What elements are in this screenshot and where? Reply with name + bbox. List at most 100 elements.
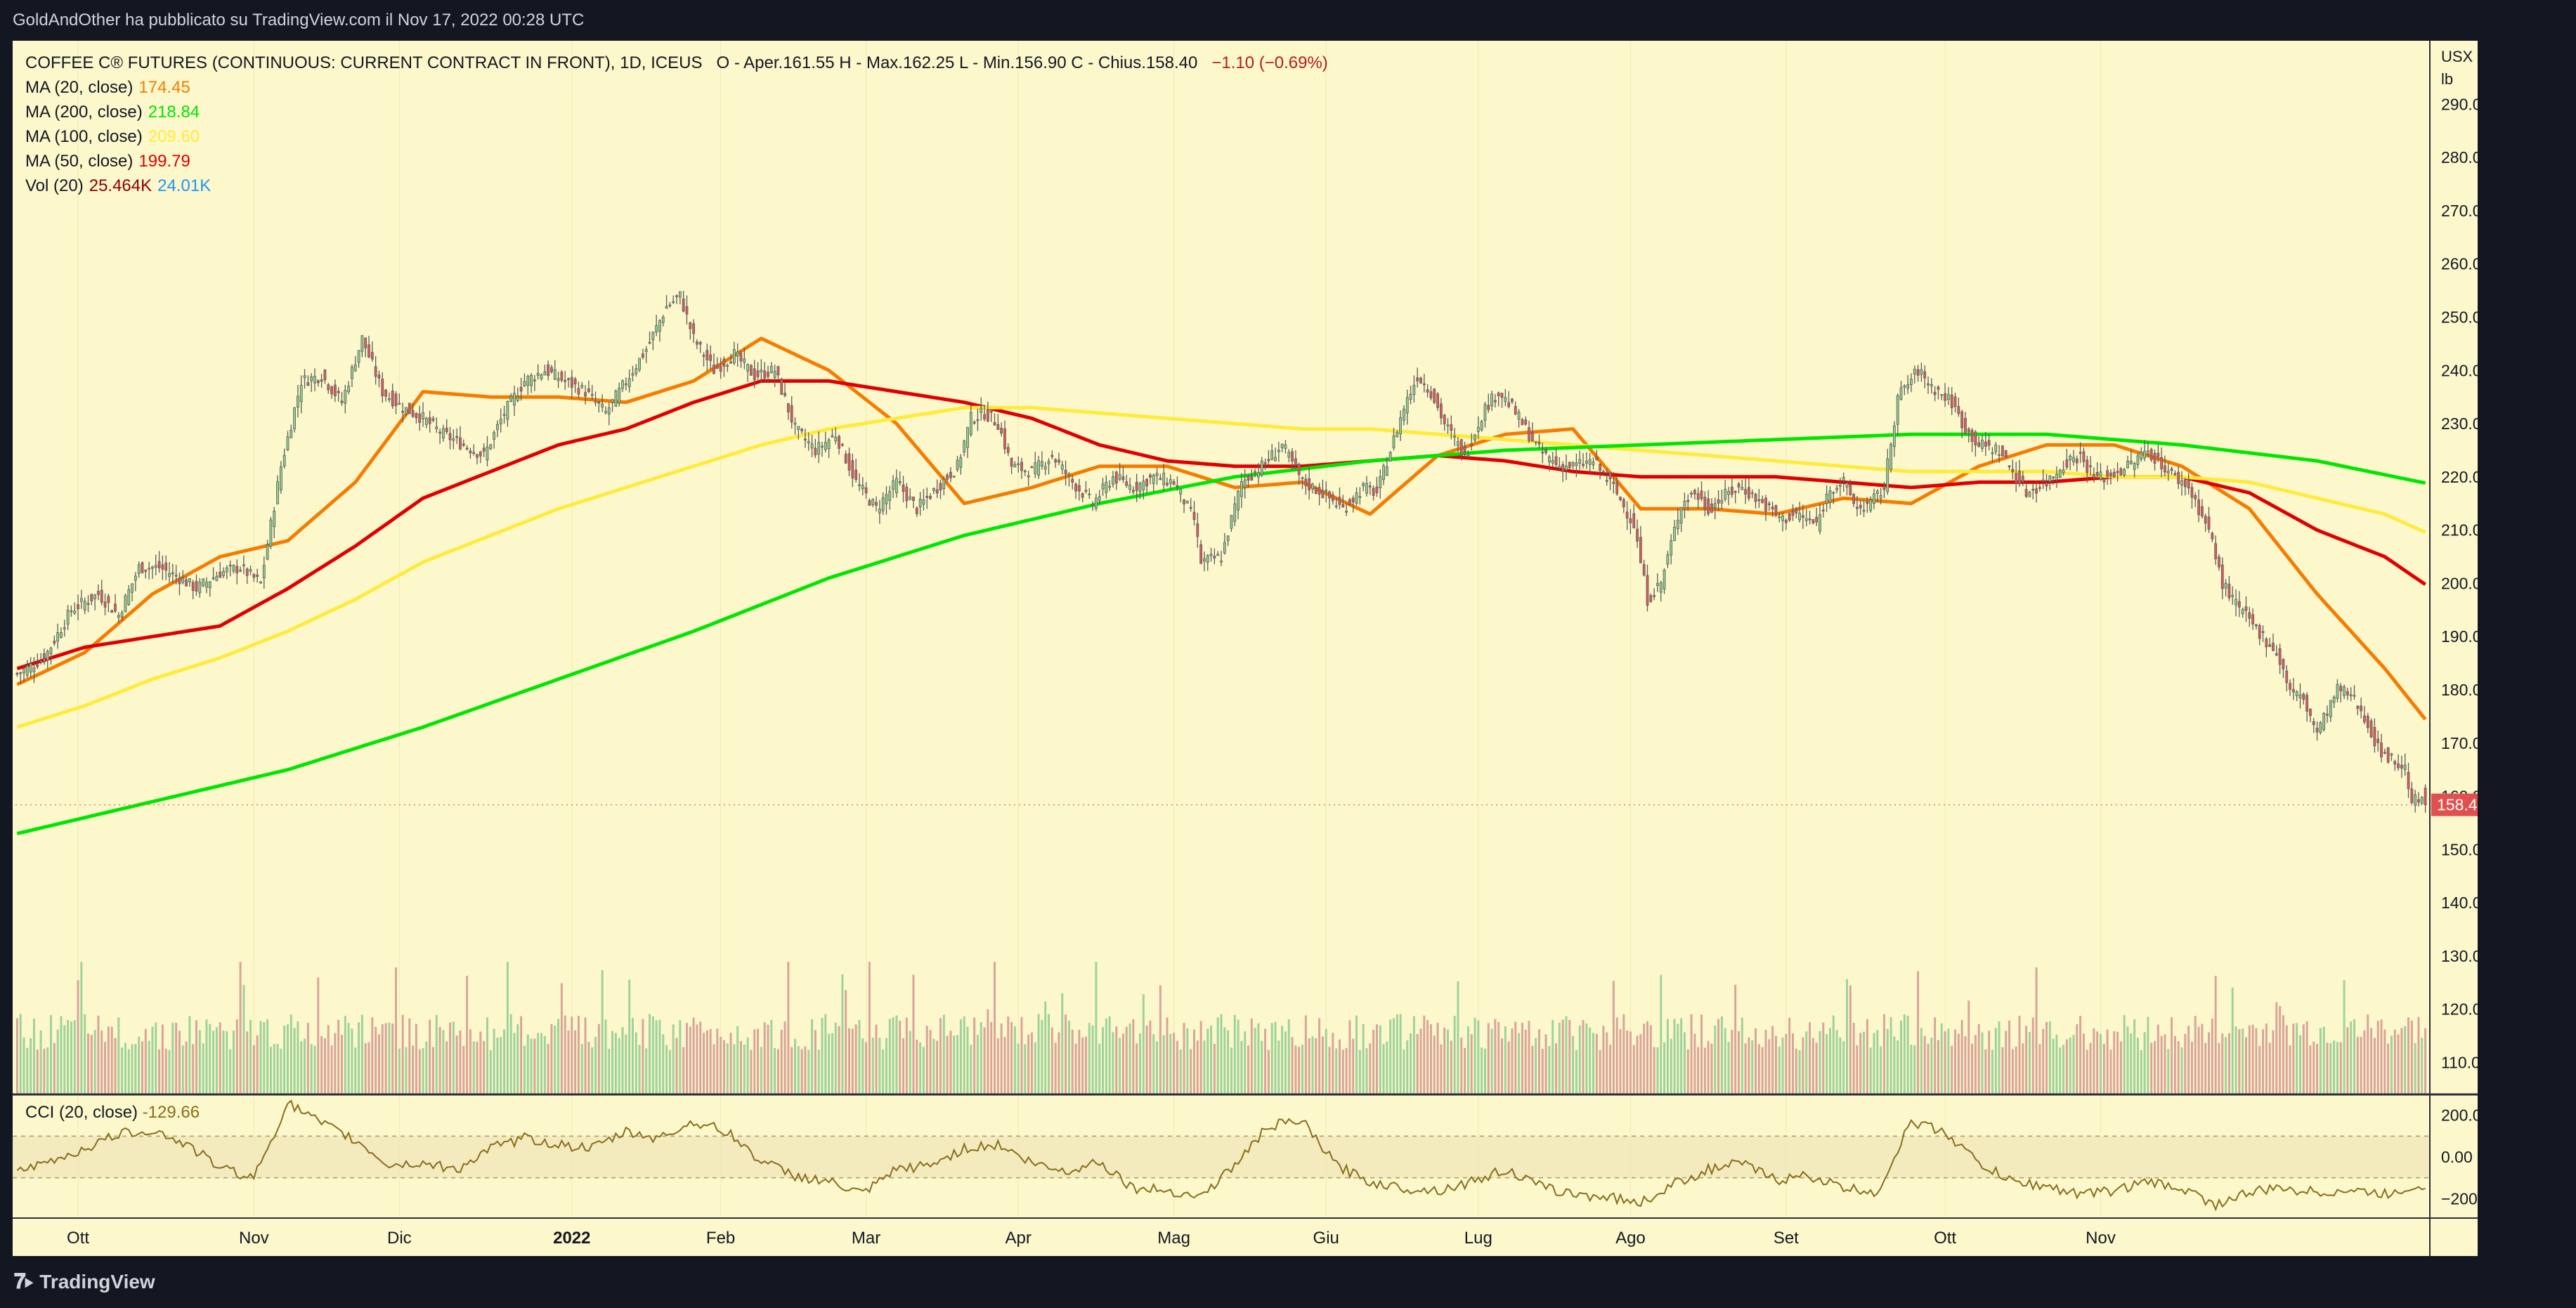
candle-body [1636,528,1639,542]
cci-legend[interactable]: CCI (20, close) -129.66 [25,1103,200,1123]
candle-body [1084,490,1088,492]
volume-bar [2326,1042,2329,1094]
volume-bar [1700,1014,1703,1094]
volume-bar [1149,1020,1152,1094]
candle-body [1727,491,1730,495]
candle-body [807,441,810,443]
volume-bar [50,1014,53,1094]
candle-body [235,565,239,574]
candle-body [1409,393,1412,400]
volume-bar [1707,1040,1710,1094]
candle-body [2197,499,2200,516]
time-axis[interactable]: Ott Nov Dic 2022 Feb Mar Apr Mag Giu Lug Ago Set Ott… [67,1229,2116,1248]
ma50-legend[interactable]: MA (50, close) 199.79 [25,149,1328,174]
candle-body [651,332,655,341]
symbol-row[interactable]: COFFEE C® FUTURES (CONTINUOUS: CURRENT C… [25,51,1328,75]
candle-body [2038,487,2041,489]
volume-bar [205,1019,208,1094]
candle-body [181,577,185,583]
volume-bar [1240,1040,1243,1094]
ma100-legend[interactable]: MA (100, close) 209.60 [25,124,1328,149]
candle-body [1095,497,1098,509]
candle-body [2082,451,2086,462]
volume-bar [685,1023,688,1094]
volume-bar [2065,1039,2068,1094]
volume-bar [651,1016,654,1094]
volume-bar [1677,1023,1679,1094]
ma200-legend[interactable]: MA (200, close) 218.84 [25,100,1328,124]
volume-bar [1774,1035,1777,1094]
volume-bar [134,1043,137,1094]
candle-body [1838,485,1842,487]
volume-bar [1389,1019,1392,1094]
price-chart[interactable]: USXlb290.00280.00270.00260.00250.00240.0… [13,41,2500,1256]
candle-body [1720,499,1724,504]
chart-frame[interactable]: USXlb290.00280.00270.00260.00250.00240.0… [13,41,2500,1256]
volume-bar [560,983,563,1094]
candle-body [239,570,242,572]
volume-legend[interactable]: Vol (20) 25.464K 24.01K [25,174,1328,198]
candle-body [1321,490,1325,499]
volume-bar [557,1019,560,1094]
volume-bar [1091,1025,1094,1094]
price-tick-label: 140.00 [2441,894,2478,912]
publisher-text: GoldAndOther ha pubblicato su TradingVie… [13,11,585,30]
volume-bar [1298,1047,1301,1094]
candle-body [2102,478,2106,483]
volume-bar [642,1019,644,1094]
candle-body [2136,455,2140,465]
volume-bar [1007,1016,1010,1094]
candle-body [1835,488,1838,490]
candle-body [1548,457,1551,463]
volume-bar [2204,1042,2207,1094]
volume-bar [2008,1020,2011,1094]
volume-bar [953,1035,956,1094]
grid [77,41,2102,1218]
tradingview-logo[interactable]: 𝟕▸ TradingView [14,1270,155,1294]
candle-body [513,393,516,406]
volume-bar [1010,1021,1013,1094]
volume-bar [347,1023,350,1094]
ma20-legend[interactable]: MA (20, close) 174.45 [25,75,1328,100]
volume-bar [550,1023,553,1094]
volume-bar [2201,1023,2204,1094]
volume-bar [1230,1047,1232,1094]
candle-body [557,378,560,381]
candle-body [66,610,70,624]
volume-bar [2022,1043,2024,1094]
candle-body [963,440,966,453]
candle-body [1666,554,1670,565]
candle-body [1673,527,1676,542]
volume-bar [1410,1033,1412,1094]
volume-bar [1561,1019,1564,1094]
volume-bar [235,1019,238,1094]
candle-body [455,436,459,438]
volume-bar [1250,1018,1253,1094]
volume-bar [1203,1040,1206,1094]
candle-body [2363,715,2366,723]
candle-body [2194,495,2197,499]
candle-body [668,304,672,306]
volume-bar [1686,1049,1689,1094]
volume-bar [171,1022,174,1094]
volume-bar [2119,1041,2122,1094]
volume-bar [2292,1023,2295,1094]
volume-bar [1156,1041,1159,1094]
volume-bar [1822,1022,1825,1094]
candle-body [1230,515,1233,529]
candle-body [1064,469,1067,475]
candle-body [2001,445,2004,457]
cci-tick-label: −200.00 [2441,1189,2478,1208]
volume-bar [1954,1029,1957,1094]
candle-body [635,368,638,374]
candle-body [2153,452,2157,464]
volume-bar [2397,1034,2400,1094]
candle-body [1670,540,1673,556]
candle-body [881,497,885,511]
candle-body [2048,476,2052,482]
volume-bar [415,1023,417,1094]
volume-bar [398,1048,401,1094]
volume-bar [1487,1023,1490,1094]
volume-bar [757,1028,760,1094]
candle-body [374,366,377,377]
